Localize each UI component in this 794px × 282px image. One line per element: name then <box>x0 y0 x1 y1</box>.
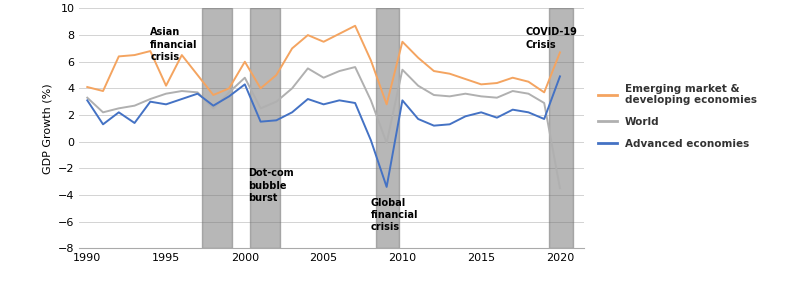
Text: Dot-com
bubble
burst: Dot-com bubble burst <box>248 168 294 203</box>
Text: Asian
financial
crisis: Asian financial crisis <box>150 27 198 62</box>
Text: COVID-19
Crisis: COVID-19 Crisis <box>526 27 577 50</box>
Bar <box>249 8 279 248</box>
Y-axis label: GDP Growth (%): GDP Growth (%) <box>43 83 52 174</box>
Text: Global
financial
crisis: Global financial crisis <box>371 198 418 232</box>
Legend: Emerging market &
developing economies, World, Advanced economies: Emerging market & developing economies, … <box>594 80 761 153</box>
Bar <box>376 8 399 248</box>
Bar <box>202 8 232 248</box>
Bar <box>549 8 572 248</box>
